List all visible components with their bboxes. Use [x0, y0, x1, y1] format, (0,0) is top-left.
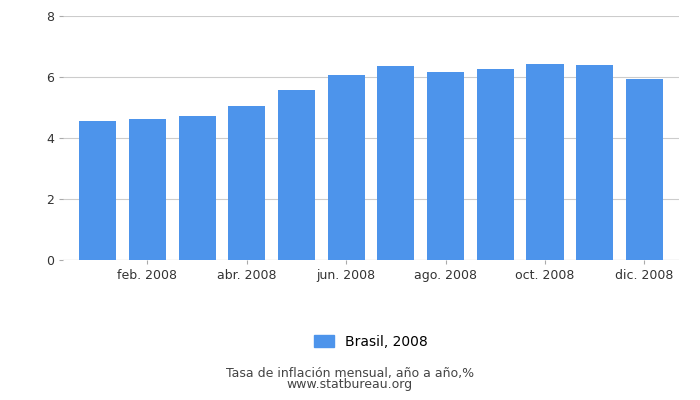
Text: www.statbureau.org: www.statbureau.org — [287, 378, 413, 391]
Bar — [228, 106, 265, 260]
Legend: Brasil, 2008: Brasil, 2008 — [307, 328, 435, 356]
Bar — [477, 69, 514, 260]
Bar — [626, 80, 663, 260]
Text: Tasa de inflación mensual, año a año,%: Tasa de inflación mensual, año a año,% — [226, 368, 474, 380]
Bar — [79, 121, 116, 260]
Bar — [377, 66, 414, 260]
Bar — [576, 65, 613, 260]
Bar — [278, 90, 315, 260]
Bar — [178, 116, 216, 260]
Bar — [526, 64, 564, 260]
Bar — [328, 75, 365, 260]
Bar — [129, 119, 166, 260]
Bar — [427, 72, 464, 260]
